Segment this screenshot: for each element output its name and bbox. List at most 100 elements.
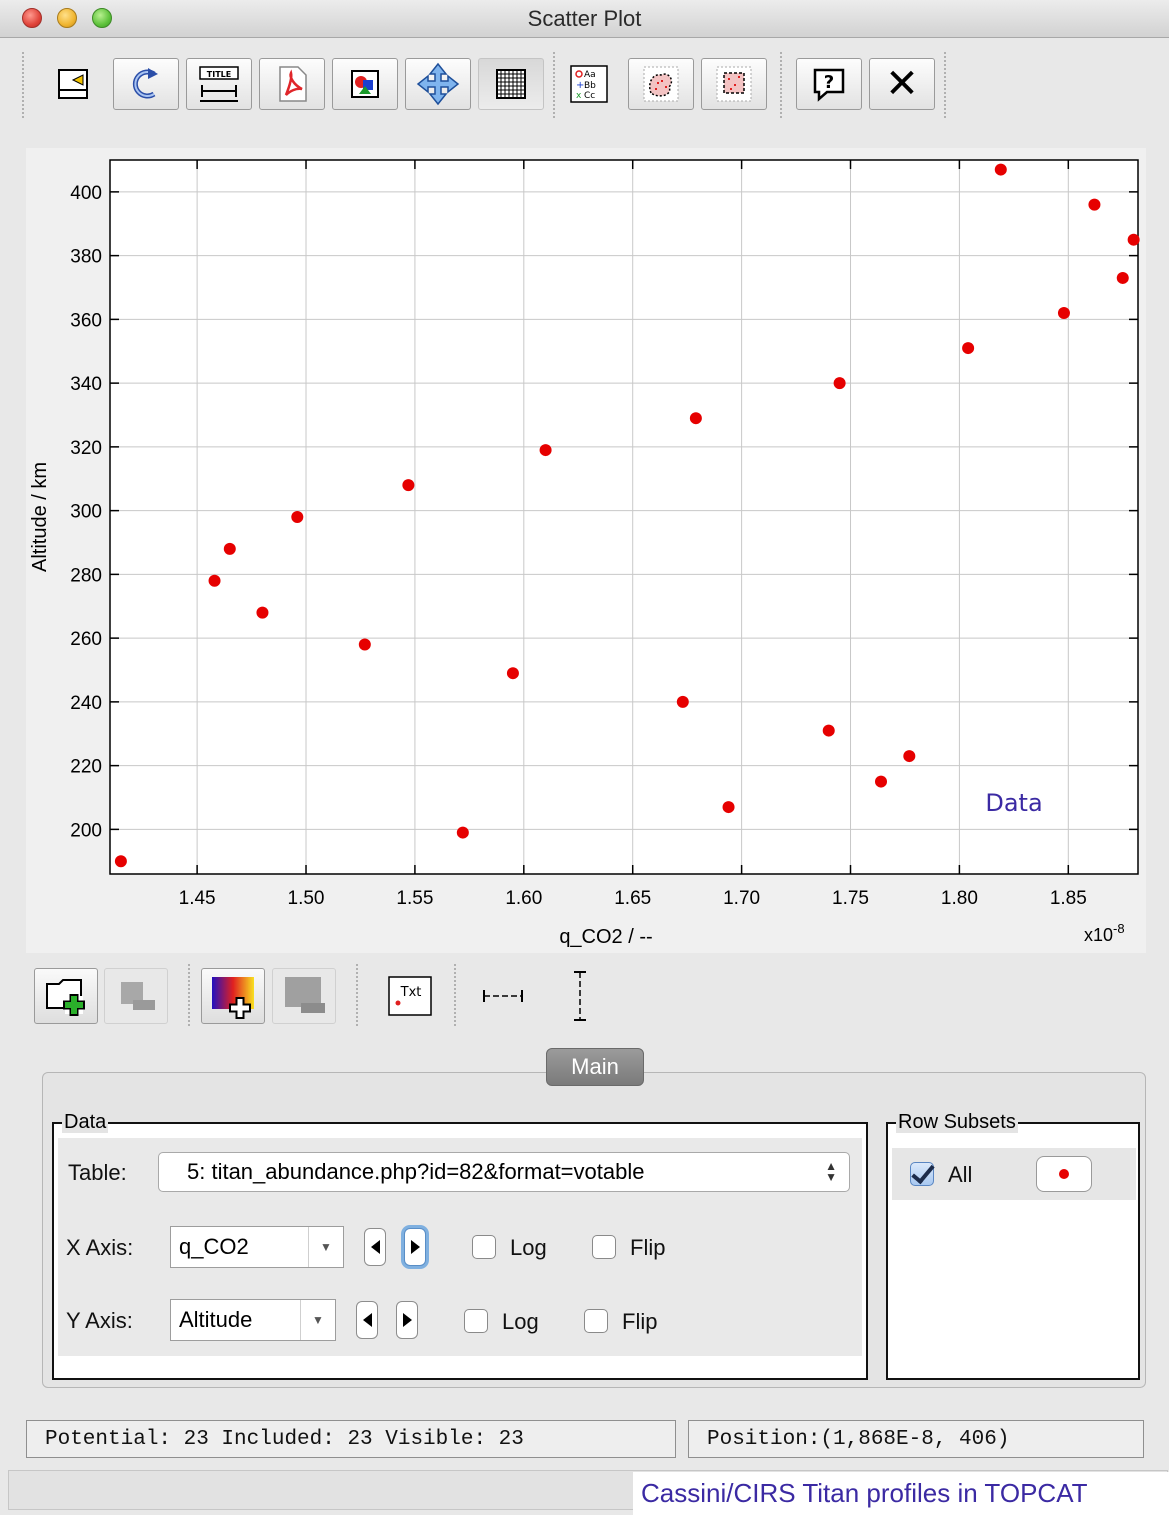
x-error-bar-icon [483,990,523,1002]
row-subsets-legend: Row Subsets [896,1111,1018,1133]
svg-text:+: + [576,80,584,91]
navigate-button[interactable] [405,58,471,110]
row-subsets-group: All [886,1122,1140,1380]
help-icon-label: ? [824,72,834,93]
caption: Cassini/CIRS Titan profiles in TOPCAT [633,1472,1169,1515]
data-point [903,750,916,763]
layer-toolbar-separator [188,964,190,1026]
y-axis-next-button[interactable] [396,1301,418,1339]
x-error-bar-button[interactable] [470,968,534,1024]
data-point [539,444,552,457]
add-dataset-icon [46,979,85,1016]
subset-all-label: All [948,1162,973,1187]
x-axis-next-button[interactable] [404,1228,426,1266]
x-flip-checkbox[interactable] [592,1235,616,1259]
data-point [689,412,702,425]
y-axis-prev-button[interactable] [356,1301,378,1339]
x-tick-label: 1.85 [1050,888,1087,909]
toolbar-separator [22,52,24,118]
y-error-bar-icon [574,971,586,1021]
x-tick-label: 1.60 [505,888,542,909]
remove-dataset-icon [121,982,155,1010]
title-bar[interactable]: Scatter Plot [0,0,1169,38]
axis-title-icon: TITLE [199,66,239,102]
x-axis-combo[interactable]: q_CO2 ▼ [170,1226,344,1268]
y-flip-checkbox[interactable] [584,1309,608,1333]
grid-toggle-button[interactable] [478,58,544,110]
plot-panel[interactable]: 1.45 1.50 1.55 1.60 1.65 1.70 1.75 1.80 1.85 200 2… [26,148,1146,953]
close-plot-button[interactable]: ✕ [869,58,935,110]
svg-text:x: x [576,91,582,101]
subset-row-all[interactable]: All [892,1148,1136,1200]
y-tick-label: 400 [70,183,102,204]
table-label: Table: [68,1160,127,1185]
data-point [722,801,735,814]
y-error-bar-button[interactable] [548,968,612,1024]
chevron-down-icon[interactable]: ▼ [300,1300,335,1340]
x-tick-label: 1.75 [832,888,869,909]
text-icon-label: Txt [400,985,422,1000]
image-export-button[interactable] [332,58,398,110]
data-point [256,606,269,619]
table-select[interactable]: 5: titan_abundance.php?id=82&format=vota… [158,1152,850,1192]
x-log-checkbox[interactable] [472,1235,496,1259]
x-flip-label: Flip [630,1235,666,1260]
x-tick-label: 1.65 [614,888,651,909]
pdf-export-button[interactable] [259,58,325,110]
replot-button[interactable] [113,58,179,110]
legend-button[interactable]: Aa + Bb x Cc [556,58,622,110]
svg-text:Aa: Aa [584,70,596,80]
add-aux-axis-button[interactable] [201,968,265,1024]
tab-main[interactable]: Main [546,1048,644,1086]
axis-title-button[interactable]: TITLE [186,58,252,110]
y-tick-label: 300 [70,502,102,523]
x-axis-multiplier: x10-8 [1084,921,1125,945]
data-point [1088,198,1101,211]
y-log-checkbox[interactable] [464,1309,488,1333]
blob-subset-button[interactable] [628,58,694,110]
data-point [456,826,469,839]
subset-style-button[interactable] [1036,1156,1092,1192]
y-axis-label: Altitude / km [29,462,51,572]
region-subset-button[interactable] [701,58,767,110]
x-axis-label-text: X Axis: [66,1235,134,1260]
arrow-left-icon [362,1313,372,1327]
data-point [291,511,304,523]
x-axis-prev-button[interactable] [364,1228,386,1266]
arrow-right-icon [402,1313,412,1327]
replot-icon [132,68,158,99]
arrow-right-icon [410,1240,420,1254]
plot-toolbar: TITLE [0,48,1169,124]
select-arrows-icon: ▲ ▼ [825,1159,837,1184]
scatter-plot[interactable]: 1.45 1.50 1.55 1.60 1.65 1.70 1.75 1.80 1.85 200 2… [26,148,1146,953]
window-close-button[interactable] [22,8,42,28]
data-point [994,163,1007,176]
x-axis-label: q_CO2 / -- [559,926,652,948]
window-minimize-button[interactable] [57,8,77,28]
plot-area-frame [109,159,1139,875]
add-dataset-button[interactable] [34,968,98,1024]
x-axis-combo-value: q_CO2 [179,1234,249,1259]
export-button[interactable] [40,58,106,110]
remove-aux-axis-button[interactable] [272,968,336,1024]
window-title: Scatter Plot [527,6,642,31]
y-tick-label: 260 [70,629,102,650]
y-axis-combo[interactable]: Altitude ▼ [170,1299,336,1341]
layer-toolbar-separator [356,964,358,1026]
region-subset-icon [716,66,752,102]
remove-dataset-button[interactable] [104,968,168,1024]
chevron-down-icon[interactable]: ▼ [308,1227,343,1267]
subset-all-checkbox[interactable] [910,1162,934,1186]
plot-legend-label: Data [985,789,1042,817]
y-log-label: Log [502,1309,539,1334]
data-points [114,163,1140,868]
layer-toolbar-separator [454,964,456,1026]
window-zoom-button[interactable] [92,8,112,28]
help-button[interactable]: ? [796,58,862,110]
add-text-button[interactable]: Txt [378,968,442,1024]
toolbar-separator [553,52,555,118]
export-icon [58,69,88,99]
data-point [402,479,415,492]
svg-text:Cc: Cc [584,91,595,101]
colour-map-remove-icon [285,977,325,1013]
